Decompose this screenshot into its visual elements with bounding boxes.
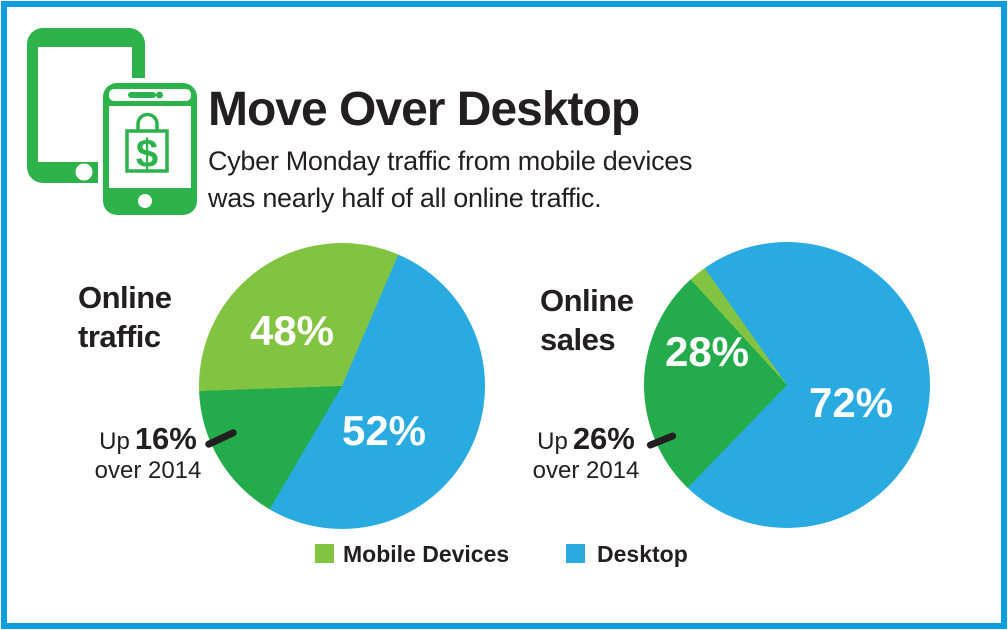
online-sales-label: Online sales: [540, 283, 634, 357]
subtitle-line-1: Cyber Monday traffic from mobile devices: [208, 146, 693, 176]
legend-label-mobile: Mobile Devices: [343, 541, 510, 567]
phone-icon: $: [98, 78, 198, 217]
traffic-desktop-percent: 52%: [341, 407, 427, 454]
sales-growth-annotation: Up 26% over 2014: [532, 421, 640, 484]
tablet-home-button: [75, 163, 93, 181]
phone-camera-dot: [156, 91, 163, 99]
traffic-mobile-percent: 48%: [249, 307, 335, 354]
phone-speaker-line: [128, 92, 156, 98]
dollar-sign: $: [136, 132, 158, 176]
traffic-growth-annotation: Up 16% over 2014: [94, 421, 202, 484]
legend-swatch-desktop: [566, 544, 585, 563]
online-traffic-pie-chart: [199, 243, 485, 529]
page-title: Move Over Desktop: [208, 83, 640, 136]
header: Move Over Desktop Cyber Monday traffic f…: [208, 83, 693, 217]
sales-desktop-percent: 72%: [808, 379, 894, 426]
phone-home-button: [138, 194, 152, 208]
sales-mobile-percent: 28%: [664, 328, 750, 375]
online-traffic-label: Online traffic: [78, 280, 172, 354]
page-subtitle: Cyber Monday traffic from mobile devices…: [208, 143, 693, 217]
online-sales-pie-chart: [644, 242, 930, 528]
bag-handle: [136, 112, 159, 137]
subtitle-line-2: was nearly half of all online traffic.: [208, 183, 602, 213]
legend-swatch-mobile: [315, 544, 334, 563]
legend-label-desktop: Desktop: [597, 541, 688, 567]
devices-shopping-icon: $: [27, 28, 198, 217]
shopping-bag-icon: $: [125, 112, 169, 176]
